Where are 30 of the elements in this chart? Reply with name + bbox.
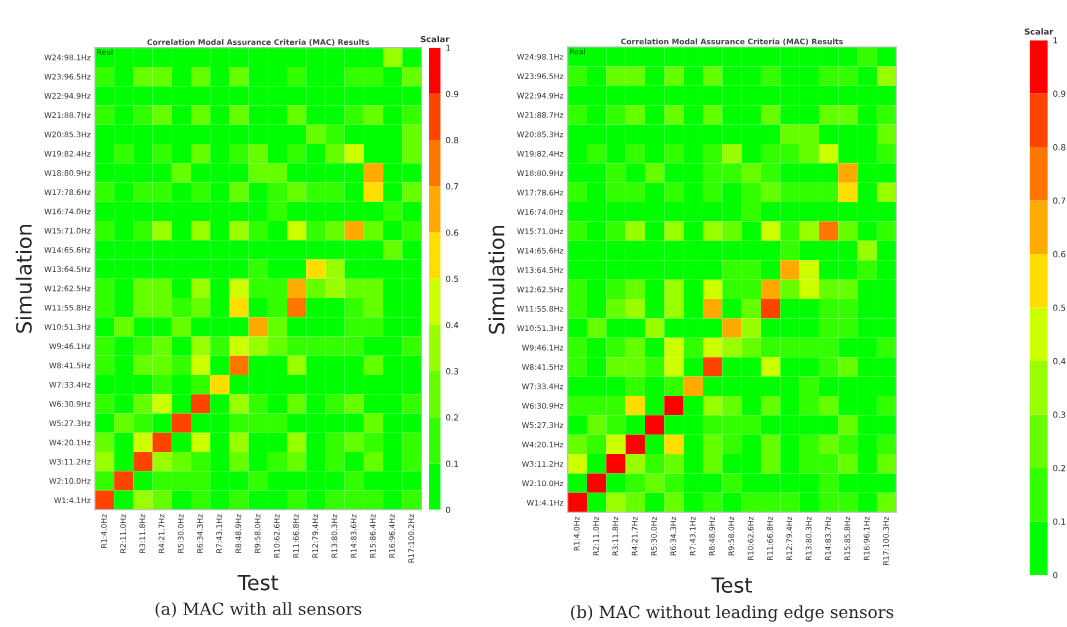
color-bar-label: 0.8	[446, 137, 459, 144]
color-bar-label: 0.5	[446, 275, 459, 282]
color-bar-label: 0.9	[1053, 90, 1066, 97]
color-bar-label: 0.8	[1053, 144, 1066, 151]
text: (b) MAC without leading edge sensors	[571, 605, 894, 622]
color-bar-label: 0.7	[1053, 197, 1066, 204]
color-bar-label: 0.1	[446, 460, 459, 467]
color-bar-label: 0.5	[1053, 304, 1066, 311]
color-bar-label: 0	[1053, 571, 1058, 579]
color-bar-label: 0.9	[446, 90, 459, 98]
color-bar-label: 0.3	[1053, 411, 1066, 418]
x-axis-title: Test	[711, 577, 752, 593]
text: (a) MAC with all sensors	[155, 602, 362, 618]
x-axis-title: Test	[237, 574, 279, 591]
y-axis-title: Simulation	[15, 224, 32, 333]
color-bar-label: 0.2	[446, 414, 458, 421]
color-bar-label: 0.1	[1053, 518, 1066, 525]
color-bar-label: 0.4	[1053, 358, 1066, 365]
color-bar-label: 1	[446, 44, 451, 51]
color-bar-label: 0.6	[1053, 251, 1066, 258]
color-bar-label: 0.2	[1053, 464, 1066, 472]
color-bar-label: 0.7	[446, 183, 459, 190]
color-bar-label: 0.3	[446, 368, 459, 375]
color-bar-title: Scalar	[1024, 28, 1054, 35]
color-bar-label: 0.6	[446, 229, 459, 236]
color-bar-title: Scalar	[420, 35, 450, 43]
color-bar-label: 1	[1053, 37, 1058, 44]
color-bar-label: 0.4	[446, 321, 459, 329]
y-axis-title: Simulation	[488, 225, 505, 334]
color-bar-label: 0	[446, 506, 451, 514]
